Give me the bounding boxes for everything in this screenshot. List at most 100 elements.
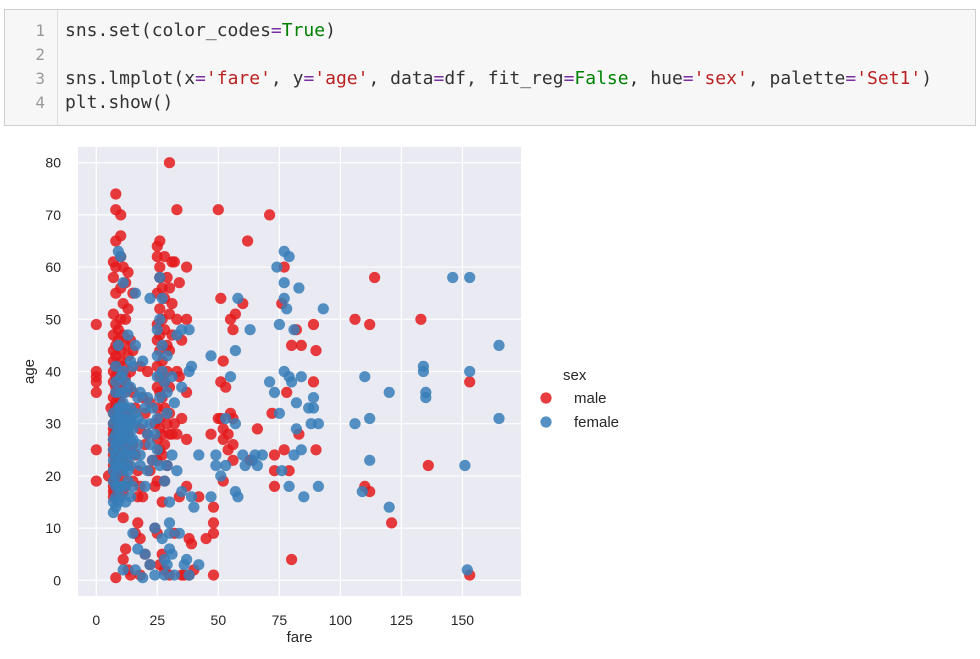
scatter-point-male (171, 313, 183, 325)
scatter-point-male (212, 204, 224, 216)
scatter-point-male (154, 303, 166, 315)
legend-label-female: female (574, 414, 619, 431)
scatter-point-female (183, 569, 195, 581)
scatter-point-female (142, 392, 154, 404)
scatter-point-female (151, 324, 163, 336)
scatter-point-male (110, 572, 122, 584)
scatter-point-female (124, 491, 137, 503)
gutter-divider (57, 10, 58, 125)
scatter-point-female (493, 412, 505, 425)
scatter-point-female (185, 360, 198, 372)
scatter-point-female (271, 261, 283, 273)
code-token: = (270, 20, 282, 41)
code-token: = (195, 68, 206, 89)
code-token: = (845, 68, 857, 89)
scatter-point-female (276, 465, 288, 477)
scatter-point-female (188, 501, 200, 513)
y-tick-label: 70 (45, 207, 61, 223)
scatter-point-female (117, 564, 129, 576)
scatter-point-female (447, 271, 459, 284)
scatter-point-female (290, 423, 302, 435)
scatter-point-female (232, 491, 244, 503)
scatter-point-male (264, 209, 276, 221)
scatter-point-female (293, 282, 305, 294)
x-tick-label: 25 (150, 612, 166, 628)
scatter-point-male (110, 188, 122, 200)
scatter-point-male (120, 543, 132, 555)
scatter-point-female (281, 303, 293, 315)
scatter-point-female (312, 480, 324, 492)
scatter-point-female (283, 251, 295, 263)
scatter-point-female (229, 345, 241, 357)
code-token: = (563, 68, 575, 89)
code-token: False (574, 68, 629, 89)
line-number: 4 (35, 93, 45, 112)
scatter-point-female (210, 459, 222, 472)
scatter-point-female (156, 339, 168, 351)
scatter-point-female (163, 527, 176, 539)
scatter-point-female (159, 569, 171, 581)
scatter-point-male (163, 157, 176, 169)
scatter-point-female (166, 548, 178, 560)
scatter-point-female (151, 350, 163, 362)
scatter-point-male (90, 475, 102, 487)
scatter-point-female (290, 397, 302, 409)
legend-marker-female (540, 416, 552, 428)
scatter-point-male (217, 355, 229, 367)
scatter-point-male (122, 303, 134, 315)
scatter-point-male (242, 235, 254, 247)
scatter-point-female (251, 459, 263, 472)
scatter-point-male (117, 512, 129, 524)
scatter-point-female (307, 392, 320, 404)
code-token: sns.set(color_codes (65, 20, 271, 41)
scatter-point-female (176, 486, 188, 498)
scatter-point-female (142, 465, 154, 477)
scatter-point-male (369, 271, 381, 284)
scatter-point-female (163, 517, 176, 529)
scatter-point-female (166, 449, 178, 461)
legend-label-male: male (574, 390, 607, 407)
scatter-point-female (268, 386, 281, 398)
x-tick-label: 125 (390, 612, 414, 628)
scatter-point-female (383, 501, 395, 513)
scatter-point-female (154, 313, 166, 325)
scatter-point-male (181, 433, 193, 445)
scatter-point-female (464, 271, 476, 284)
scatter-point-female (115, 251, 127, 263)
scatter-point-female (149, 428, 161, 440)
scatter-point-female (210, 449, 222, 461)
scatter-point-female (205, 491, 217, 503)
code-token: 'fare' (205, 68, 271, 89)
scatter-point-female (124, 381, 137, 393)
scatter-point-male (386, 517, 398, 529)
y-tick-label: 60 (45, 259, 61, 275)
scatter-point-female (124, 459, 137, 472)
code-token: 'age' (314, 68, 369, 89)
scatter-point-female (417, 365, 429, 378)
scatter-point-male (415, 313, 427, 325)
scatter-point-female (383, 386, 395, 398)
x-tick-label: 50 (211, 612, 227, 628)
scatter-point-male (422, 459, 434, 472)
code-line[interactable]: sns.lmplot(x='fare', y='age', data=df, f… (65, 68, 932, 89)
scatter-point-male (115, 209, 127, 221)
scatter-point-female (205, 350, 217, 362)
scatter-point-female (161, 407, 173, 419)
scatter-point-female (220, 412, 232, 425)
code-token: , data (368, 68, 434, 89)
scatter-point-female (151, 412, 163, 425)
scatter-point-female (193, 559, 205, 571)
scatter-point-female (298, 491, 310, 503)
legend-marker-male (540, 392, 552, 404)
scatter-point-female (229, 418, 241, 430)
scatter-point-female (278, 277, 290, 289)
scatter-point-male (286, 553, 298, 566)
code-line[interactable]: plt.show() (65, 92, 173, 113)
scatter-point-male (207, 569, 220, 581)
code-token: df, fit_reg (444, 68, 564, 89)
scatter-point-male (176, 412, 188, 425)
code-line[interactable]: sns.set(color_codes=True) (65, 20, 336, 41)
scatter-point-female (493, 339, 505, 351)
